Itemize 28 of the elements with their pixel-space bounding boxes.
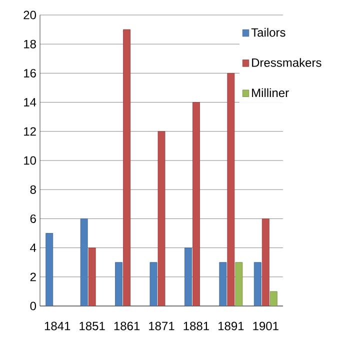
y-tick-label: 0 bbox=[30, 302, 36, 310]
bar bbox=[254, 262, 262, 306]
y-tick-label: 8 bbox=[30, 185, 36, 194]
x-tick-label: 1881 bbox=[184, 322, 209, 330]
x-tick-label: 1891 bbox=[218, 322, 244, 330]
y-tick-label: 6 bbox=[30, 214, 36, 223]
y-tick-label: 10 bbox=[24, 156, 36, 165]
bar bbox=[123, 29, 130, 306]
x-tick-label: 1851 bbox=[80, 322, 105, 330]
y-tick-label: 12 bbox=[24, 127, 36, 136]
bar bbox=[184, 248, 192, 306]
x-tick-label: 1841 bbox=[44, 322, 70, 330]
y-tick-label: 14 bbox=[24, 98, 36, 106]
legend-label: Milliner bbox=[252, 88, 289, 98]
bar bbox=[46, 233, 54, 306]
bar bbox=[192, 102, 200, 306]
bar bbox=[262, 218, 270, 306]
y-tick-label: 18 bbox=[24, 40, 36, 48]
x-tick-label: 1871 bbox=[149, 322, 174, 330]
y-tick-label: 2 bbox=[30, 272, 36, 282]
y-tick-label: 16 bbox=[24, 68, 36, 78]
y-tick-label: 4 bbox=[30, 244, 36, 252]
bar bbox=[115, 262, 122, 306]
y-tick-label: 20 bbox=[24, 10, 36, 20]
x-tick-label: 1861 bbox=[114, 322, 140, 330]
legend-label: Tailors bbox=[251, 28, 286, 37]
legend-label: Dressmakers bbox=[252, 58, 322, 67]
x-tick-label: 1901 bbox=[253, 322, 278, 330]
